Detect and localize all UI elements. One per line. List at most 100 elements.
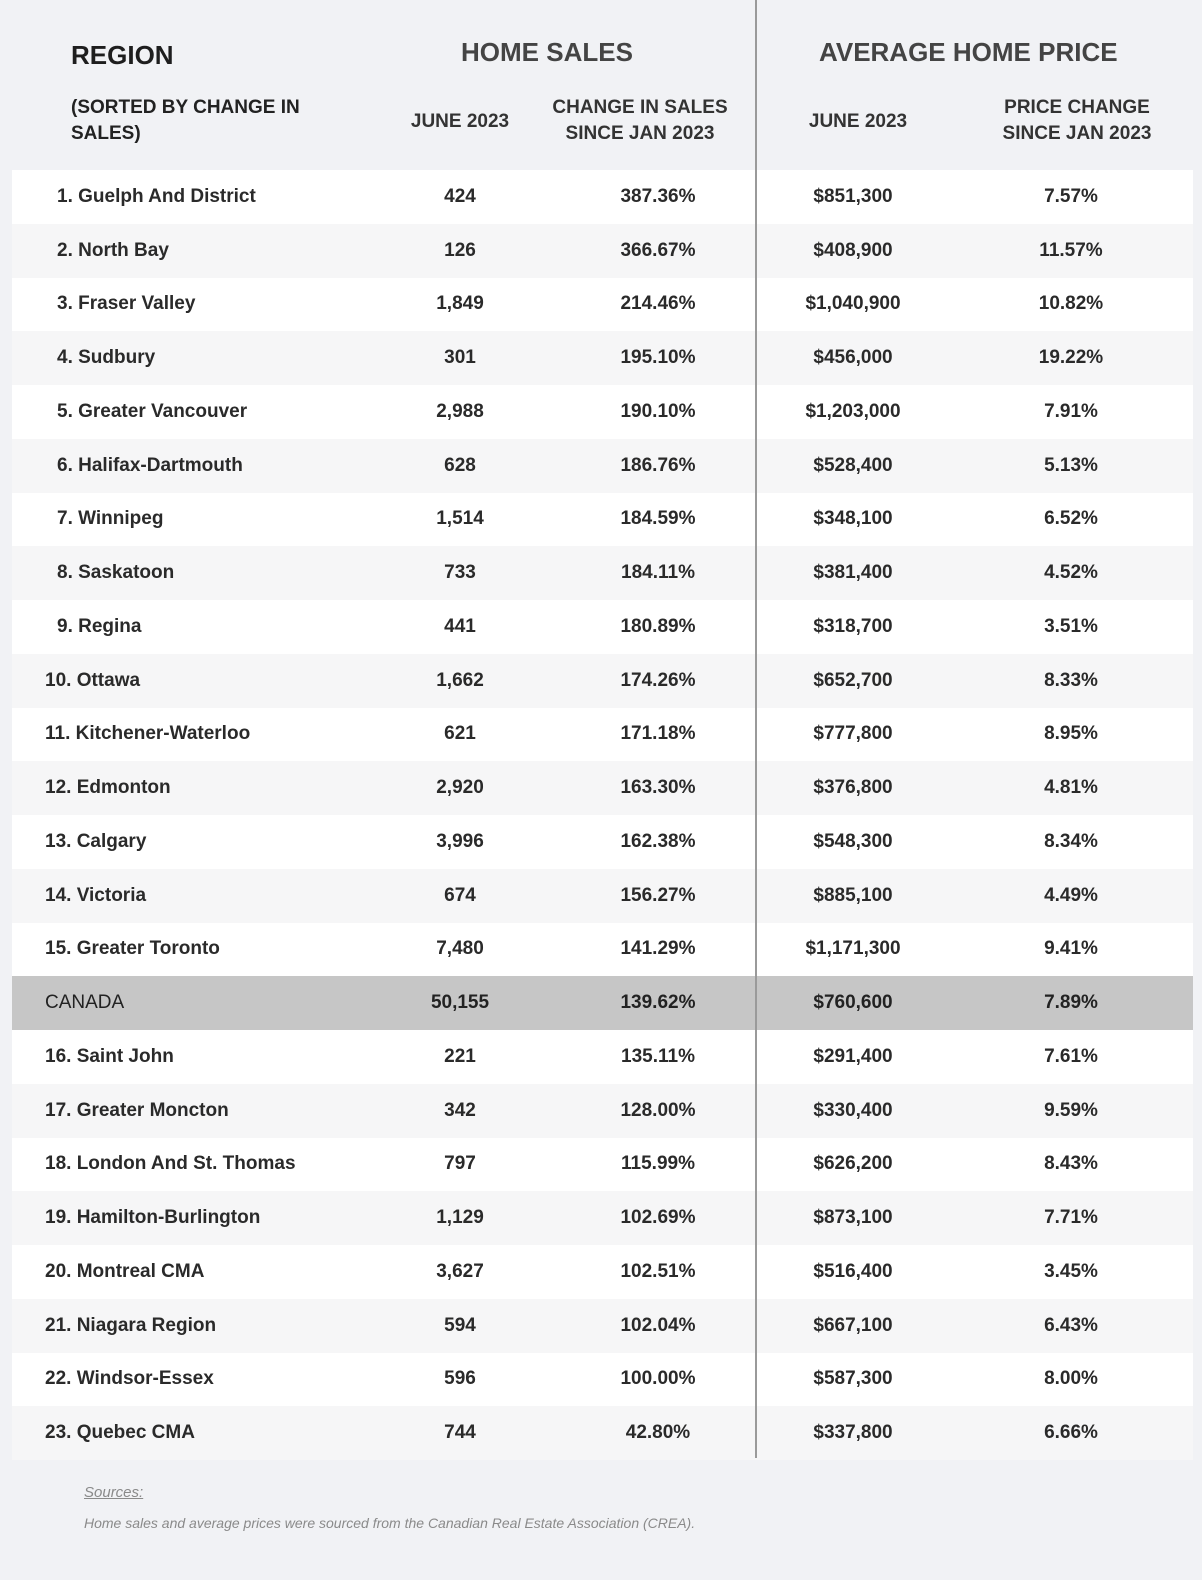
sales-cell: 1,662 (436, 669, 484, 691)
price-change-cell: 9.59% (1044, 1099, 1098, 1121)
table-row: 9. Regina 441 180.89% $318,700 3.51% (12, 600, 1193, 654)
sales-cell: 733 (444, 562, 476, 584)
avg-price-heading: AVERAGE HOME PRICE (819, 37, 1118, 67)
region-cell: 18. London And St. Thomas (45, 1153, 296, 1175)
region-cell: 3. Fraser Valley (57, 293, 196, 315)
region-cell: CANADA (45, 992, 125, 1014)
sales-change-cell: 186.76% (620, 454, 696, 476)
table-body: 1. Guelph And District 424 387.36% $851,300… (12, 170, 1193, 1460)
region-cell: 22. Windsor-Essex (45, 1368, 214, 1390)
sales-change-cell: 42.80% (625, 1422, 691, 1444)
price-cell: $337,800 (813, 1422, 893, 1444)
price-change-cell: 9.41% (1044, 938, 1098, 960)
table-row: 10. Ottawa 1,662 174.26% $652,700 8.33% (12, 653, 1193, 708)
table-row: 8. Saskatoon 733 184.11% $381,400 4.52% (12, 546, 1193, 600)
region-cell: 12. Edmonton (45, 777, 171, 799)
sales-cell: 301 (444, 347, 476, 369)
sales-cell: 797 (444, 1153, 476, 1175)
sales-cell: 594 (444, 1314, 476, 1336)
sales-change-cell: 115.99% (621, 1153, 695, 1175)
price-change-cell: 7.89% (1044, 992, 1098, 1014)
table-row: 17. Greater Moncton 342 128.00% $330,400 9.5… (12, 1083, 1193, 1138)
price-change-cell: 7.57% (1044, 185, 1098, 207)
table-row: 19. Hamilton-Burlington 1,129 102.69% $873,… (12, 1191, 1193, 1245)
table-row: 3. Fraser Valley 1,849 214.46% $1,040,900 10… (12, 277, 1193, 332)
region-cell: 6. Halifax-Dartmouth (57, 454, 243, 476)
sales-cell: 50,155 (430, 992, 490, 1014)
sales-cell: 628 (444, 454, 476, 476)
region-cell: 9. Regina (57, 615, 142, 637)
price-change-cell: 4.52% (1044, 562, 1098, 584)
price-cell: $456,000 (813, 347, 893, 369)
price-change-cell: 5.13% (1044, 454, 1098, 476)
price-cell: $376,800 (813, 777, 893, 799)
price-change-cell: 7.91% (1044, 400, 1098, 422)
price-change-heading: PRICE CHANGE SINCE JAN 2023 (1002, 97, 1152, 144)
price-cell: $777,800 (813, 723, 893, 745)
price-cell: $318,700 (813, 615, 893, 637)
sales-cell: 1,514 (436, 508, 484, 530)
price-change-cell: 8.34% (1044, 830, 1098, 852)
price-cell: $528,400 (813, 454, 893, 476)
price-cell: $516,400 (813, 1260, 893, 1282)
table-row: 23. Quebec CMA 744 42.80% $337,800 6.66% (12, 1406, 1193, 1460)
price-change-cell: 6.66% (1044, 1422, 1098, 1444)
table-row: 6. Halifax-Dartmouth 628 186.76% $528,400 5.… (12, 438, 1193, 493)
price-cell: $587,300 (813, 1368, 893, 1390)
sales-change-cell: 366.67% (620, 239, 696, 261)
sales-cell: 674 (444, 884, 476, 906)
table-row: 14. Victoria 674 156.27% $885,100 4.49% (12, 868, 1193, 923)
price-cell: $548,300 (813, 830, 893, 852)
price-change-cell: 7.61% (1044, 1045, 1098, 1067)
table-row: 5. Greater Vancouver 2,988 190.10% $1,203,0… (12, 385, 1193, 439)
sales-cell: 744 (444, 1422, 476, 1444)
region-cell: 19. Hamilton-Burlington (45, 1207, 261, 1229)
sales-change-cell: 214.46% (620, 293, 696, 315)
table-row: 13. Calgary 3,996 162.38% $548,300 8.34% (12, 815, 1193, 869)
total-row: CANADA 50,155 139.62% $760,600 7.89% (12, 976, 1193, 1030)
region-cell: 16. Saint John (45, 1045, 174, 1067)
price-change-cell: 8.33% (1044, 669, 1098, 691)
sales-cell: 342 (444, 1099, 476, 1121)
sources-label: Sources: (84, 1484, 144, 1501)
table-row: 22. Windsor-Essex 596 100.00% $587,300 8.00% (12, 1352, 1193, 1407)
price-cell: $1,040,900 (805, 293, 901, 315)
region-cell: 5. Greater Vancouver (57, 400, 248, 422)
price-cell: $1,171,300 (805, 938, 901, 960)
sales-change-cell: 190.10% (620, 400, 696, 422)
sales-june-heading: JUNE 2023 (410, 111, 510, 132)
price-cell: $348,100 (813, 508, 893, 530)
table-row: 2. North Bay 126 366.67% $408,900 11.57% (12, 223, 1193, 278)
sales-cell: 2,920 (436, 777, 484, 799)
sales-change-cell: 102.69% (620, 1207, 696, 1229)
region-cell: 17. Greater Moncton (45, 1099, 229, 1121)
sales-change-cell: 135.11% (621, 1045, 695, 1067)
price-cell: $873,100 (813, 1207, 893, 1229)
price-cell: $408,900 (813, 239, 893, 261)
price-change-cell: 8.00% (1044, 1368, 1098, 1390)
sales-cell: 3,996 (436, 830, 484, 852)
sales-change-cell: 156.27% (620, 884, 696, 906)
price-cell: $760,600 (813, 992, 893, 1014)
region-subheading: (SORTED BY CHANGE IN SALES) (71, 97, 300, 144)
region-cell: 4. Sudbury (57, 347, 156, 369)
sales-change-cell: 162.38% (620, 830, 696, 852)
table-row: 16. Saint John 221 135.11% $291,400 7.61% (12, 1030, 1193, 1084)
sales-change-cell: 387.36% (620, 185, 696, 207)
sales-cell: 1,129 (436, 1207, 484, 1229)
sales-change-cell: 102.51% (620, 1260, 696, 1282)
sales-change-cell: 184.11% (621, 562, 695, 584)
table-header: REGION HOME SALES AVERAGE HOME PRICE (SO… (12, 0, 1193, 168)
table-row: 18. London And St. Thomas 797 115.99% $626,… (12, 1137, 1193, 1192)
table-row: 4. Sudbury 301 195.10% $456,000 19.22% (12, 331, 1193, 385)
region-cell: 2. North Bay (57, 239, 169, 261)
sales-change-cell: 102.04% (620, 1314, 696, 1336)
price-change-cell: 4.81% (1044, 777, 1098, 799)
sales-change-cell: 100.00% (620, 1368, 696, 1390)
sales-change-cell: 174.26% (620, 669, 696, 691)
home-sales-table: REGION HOME SALES AVERAGE HOME PRICE (SO… (12, 0, 1193, 1580)
table-row: 12. Edmonton 2,920 163.30% $376,800 4.81% (12, 761, 1193, 815)
sources-note: Home sales and average prices were sourc… (84, 1515, 696, 1531)
sales-cell: 1,849 (436, 293, 484, 315)
region-cell: 7. Winnipeg (57, 508, 164, 530)
